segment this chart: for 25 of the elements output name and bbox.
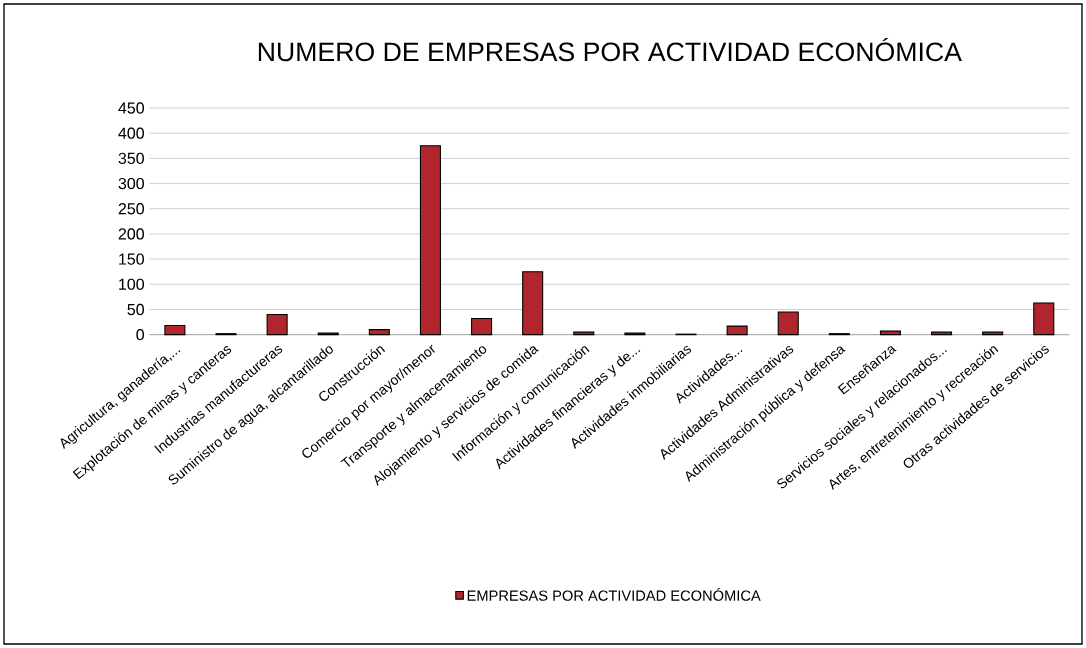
bar xyxy=(726,325,748,336)
y-tick-label: 400 xyxy=(118,127,144,139)
legend-label: EMPRESAS POR ACTIVIDAD ECONÓMICA xyxy=(467,587,761,601)
y-tick-label: 200 xyxy=(118,228,144,240)
chart-title: NUMERO DE EMPRESAS POR ACTIVIDAD ECONÓMICA xyxy=(258,37,962,62)
y-tick-label: 150 xyxy=(119,253,144,265)
y-tick-label: 250 xyxy=(118,203,144,215)
bar xyxy=(879,330,901,336)
bar xyxy=(419,145,441,336)
y-tick-label: 50 xyxy=(127,303,145,316)
y-tick-label: 0 xyxy=(136,329,145,341)
bar xyxy=(1033,302,1055,336)
bar xyxy=(573,331,595,336)
bar xyxy=(522,271,544,336)
bar xyxy=(777,311,799,336)
y-tick-label: 350 xyxy=(118,152,144,165)
bar xyxy=(982,331,1004,336)
y-tick-label: 100 xyxy=(119,278,144,290)
bar xyxy=(164,325,186,336)
bar xyxy=(368,329,390,336)
y-tick-label: 300 xyxy=(118,177,144,190)
bar xyxy=(471,318,493,336)
y-tick-label: 450 xyxy=(118,102,144,114)
bar xyxy=(266,313,288,336)
bar xyxy=(931,331,953,336)
